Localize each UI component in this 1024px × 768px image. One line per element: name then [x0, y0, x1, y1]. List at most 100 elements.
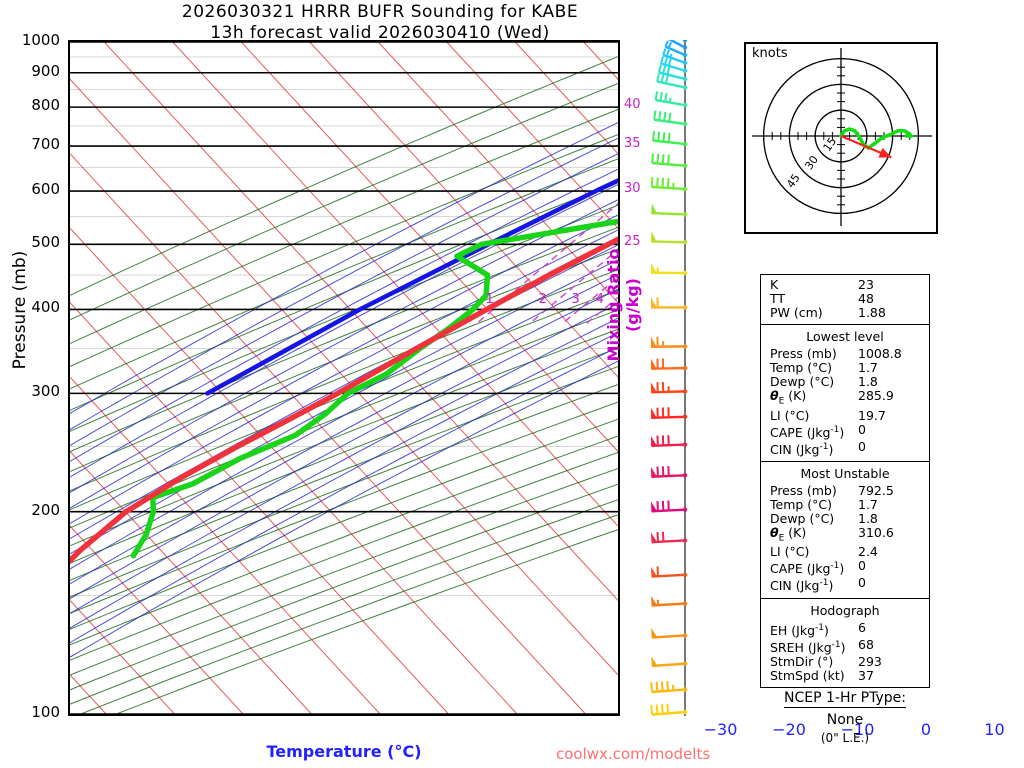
- wind-barb: [650, 681, 688, 694]
- stat-key: Temp (°C): [770, 496, 833, 512]
- stat-row: LI (°C) 2.4: [761, 545, 929, 559]
- wind-barb: [650, 177, 688, 192]
- wind-barb: [650, 500, 688, 513]
- wind-barb: [651, 656, 688, 668]
- wind-barb: [660, 56, 688, 73]
- stats-section-heading: Lowest level: [806, 329, 884, 344]
- altitude-label-35: 35: [624, 136, 641, 152]
- wind-barb: [682, 40, 688, 43]
- stat-row: Temp (°C) 1.7: [761, 496, 929, 512]
- stats-section-most-unstable: Most Unstable Press (mb) 792.5 Temp (°C) 1.7…: [761, 462, 929, 599]
- stat-value: 0: [858, 558, 866, 574]
- stat-key: θE (K): [770, 524, 807, 544]
- stat-value: 792.5: [858, 482, 894, 498]
- stat-value: 310.6: [858, 524, 894, 540]
- stat-key: StmDir (°): [770, 653, 834, 669]
- stat-value: 37: [858, 667, 874, 683]
- ptype-panel: NCEP 1-Hr PType: None (0" L.E.): [740, 690, 950, 745]
- stat-row: EH (Jkg-1) 6: [761, 619, 929, 638]
- stat-key: Press (mb): [770, 482, 837, 498]
- chart-title-block: 2026030321 HRRR BUFR Sounding for KABE 1…: [0, 2, 760, 44]
- wind-barb: [651, 231, 688, 245]
- pressure-axis: 100 200 300 400 500 600 700 800 900 1000: [0, 0, 68, 768]
- wind-barb: [650, 336, 688, 349]
- wind-barb: [657, 64, 688, 82]
- stat-value: 2.4: [858, 544, 878, 560]
- pressure-tick-300: 300: [31, 382, 60, 401]
- wind-barb: [656, 73, 688, 90]
- stat-value: 0: [858, 575, 866, 591]
- skewt-plot-area[interactable]: [68, 40, 620, 716]
- sounding-stats-panel: K 23 TT 48 PW (cm) 1.88 Lowest level Press (mb…: [760, 274, 930, 688]
- wind-barb: [653, 110, 688, 127]
- wind-barb: [651, 153, 688, 168]
- stat-value: 1.7: [858, 496, 878, 512]
- wind-barb: [664, 40, 688, 58]
- skewt-diagram: [70, 42, 618, 714]
- wind-barb: [662, 48, 688, 65]
- temperature-axis-label: Temperature (°C): [266, 742, 422, 761]
- stat-value: 6: [858, 619, 866, 635]
- stat-row: Dewp (°C) 1.8: [761, 510, 929, 526]
- wind-barb-column: [650, 40, 688, 716]
- temperature-tick--30: −30: [703, 720, 738, 739]
- stat-row: Temp (°C) 1.7: [761, 361, 929, 375]
- stat-row: CIN (Jkg-1) 0: [761, 439, 929, 457]
- stat-key: PW (cm): [770, 305, 823, 320]
- pressure-tick-1000: 1000: [21, 31, 60, 49]
- mixing-ratio-label-3: 3: [571, 291, 580, 307]
- stat-value: 1.8: [858, 374, 878, 389]
- stat-key: θE (K): [770, 388, 807, 407]
- mixing-ratio-label-1: 1: [485, 291, 494, 307]
- wind-barb: [651, 262, 688, 276]
- watermark: coolwx.com/modelts: [556, 745, 711, 763]
- temperature-tick-0: 0: [920, 720, 932, 739]
- wind-barb: [668, 40, 688, 50]
- pressure-tick-900: 900: [31, 61, 60, 80]
- temperature-tick--20: −20: [772, 720, 806, 739]
- title-line-2: 13h forecast valid 2026030410 (Wed): [210, 23, 550, 43]
- stat-row: Press (mb) 792.5: [761, 482, 929, 498]
- stat-value: 19.7: [858, 407, 886, 423]
- pressure-tick-500: 500: [31, 233, 60, 252]
- stat-key: SREH (Jkg-1): [770, 639, 846, 655]
- stat-row: Dewp (°C) 1.8: [761, 375, 929, 389]
- stat-value: 48: [858, 291, 874, 306]
- stat-row: CAPE (Jkg-1) 0: [761, 422, 929, 440]
- mixing-ratio-label-2: 2: [538, 291, 547, 307]
- stat-row: Press (mb) 1008.8: [761, 347, 929, 361]
- stat-row: θE (K) 310.6: [761, 524, 929, 546]
- ptype-title: NCEP 1-Hr PType:: [784, 690, 906, 708]
- temperature-axis: −30−20−10010203040: [68, 720, 1005, 744]
- wind-barb: [650, 407, 688, 420]
- stats-section-hodograph: Hodograph EH (Jkg-1) 6 SREH (Jkg-1) 68 StmDir…: [761, 599, 929, 687]
- stat-key: CAPE (Jkg-1): [770, 561, 845, 577]
- wind-barb: [650, 703, 688, 716]
- stat-key: LI (°C): [770, 407, 810, 423]
- mixing-ratio-label-4: 4: [595, 291, 604, 307]
- wind-barb: [650, 381, 688, 394]
- stat-row: θE (K) 285.9: [761, 389, 929, 409]
- stats-section-heading: Most Unstable: [800, 465, 890, 481]
- wind-barb: [651, 595, 688, 607]
- stat-key: CIN (Jkg-1): [770, 441, 834, 457]
- ptype-liquid-equivalent: (0" L.E.): [820, 731, 870, 745]
- ptype-value: None: [826, 712, 864, 728]
- pressure-tick-200: 200: [31, 500, 60, 519]
- stat-key: Press (mb): [770, 346, 837, 361]
- stat-key: K: [770, 277, 779, 292]
- altitude-label-40: 40: [624, 97, 641, 113]
- stat-key: Dewp (°C): [770, 510, 835, 526]
- wind-barb: [650, 531, 688, 544]
- pressure-tick-600: 600: [31, 180, 60, 199]
- hodograph-units-label: knots: [752, 46, 788, 61]
- stat-key: EH (Jkg-1): [770, 622, 829, 638]
- pressure-tick-800: 800: [31, 96, 60, 115]
- stat-key: CIN (Jkg-1): [770, 578, 834, 594]
- pressure-axis-label: Pressure (mb): [10, 250, 30, 370]
- wind-barb: [651, 203, 688, 217]
- stat-row: PW (cm) 1.88: [761, 306, 929, 320]
- stat-row: CIN (Jkg-1) 0: [761, 576, 929, 593]
- stats-section-heading: Hodograph: [810, 602, 880, 618]
- hodograph-panel[interactable]: knots 15 30 45: [744, 42, 938, 234]
